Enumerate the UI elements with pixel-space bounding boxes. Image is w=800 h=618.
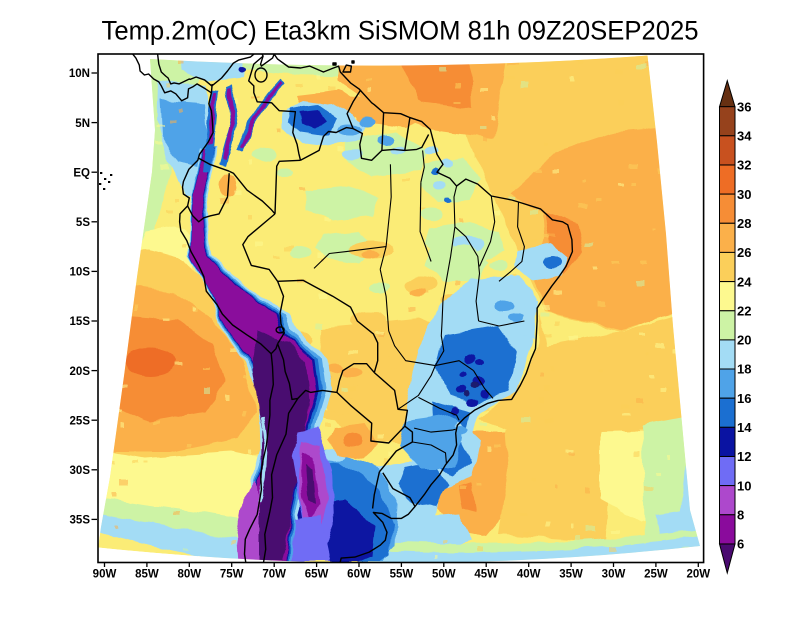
svg-text:34: 34 — [737, 129, 752, 144]
svg-text:30: 30 — [737, 187, 751, 202]
svg-text:5S: 5S — [76, 217, 90, 229]
svg-text:25W: 25W — [644, 569, 668, 581]
svg-text:20S: 20S — [70, 366, 91, 378]
svg-text:25S: 25S — [70, 415, 91, 427]
svg-text:10N: 10N — [69, 68, 90, 80]
svg-text:70W: 70W — [262, 569, 286, 581]
svg-text:45W: 45W — [474, 569, 498, 581]
svg-text:12: 12 — [737, 449, 751, 464]
svg-text:24: 24 — [737, 274, 752, 289]
svg-text:65W: 65W — [305, 569, 329, 581]
svg-text:50W: 50W — [432, 569, 456, 581]
svg-text:30S: 30S — [70, 465, 91, 477]
svg-text:75W: 75W — [220, 569, 244, 581]
svg-text:40W: 40W — [517, 569, 541, 581]
svg-text:80W: 80W — [177, 569, 201, 581]
svg-text:5N: 5N — [75, 118, 90, 130]
svg-text:60W: 60W — [347, 569, 371, 581]
svg-text:22: 22 — [737, 303, 751, 318]
svg-text:15S: 15S — [70, 316, 91, 328]
svg-text:35W: 35W — [559, 569, 583, 581]
svg-text:55W: 55W — [390, 569, 414, 581]
svg-text:35S: 35S — [70, 515, 91, 527]
svg-text:10: 10 — [737, 478, 751, 493]
svg-text:90W: 90W — [93, 569, 117, 581]
svg-text:16: 16 — [737, 391, 751, 406]
svg-text:85W: 85W — [135, 569, 159, 581]
svg-text:20: 20 — [737, 333, 751, 348]
svg-text:10S: 10S — [70, 267, 91, 279]
svg-text:18: 18 — [737, 362, 751, 377]
svg-text:30W: 30W — [602, 569, 626, 581]
svg-text:32: 32 — [737, 158, 751, 173]
svg-text:14: 14 — [737, 420, 752, 435]
svg-text:28: 28 — [737, 216, 751, 231]
svg-text:6: 6 — [737, 537, 744, 552]
svg-text:8: 8 — [737, 508, 744, 523]
svg-text:20W: 20W — [686, 569, 710, 581]
svg-text:Temp.2m(oC) Eta3km SiSMOM 81h: Temp.2m(oC) Eta3km SiSMOM 81h 09Z20SEP20… — [102, 16, 699, 46]
svg-text:26: 26 — [737, 245, 751, 260]
svg-text:36: 36 — [737, 99, 751, 114]
svg-text:EQ: EQ — [73, 167, 90, 179]
